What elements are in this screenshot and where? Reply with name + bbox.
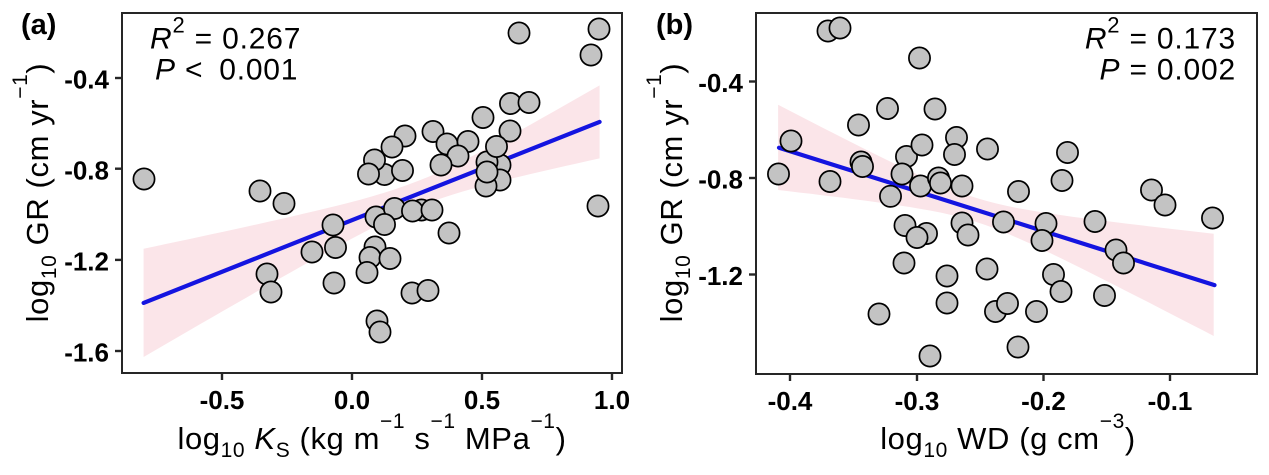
svg-text:-0.8: -0.8	[698, 165, 743, 195]
svg-text:(a): (a)	[21, 9, 56, 41]
svg-text:-0.2: -0.2	[1021, 386, 1066, 416]
svg-text:0.5: 0.5	[464, 385, 500, 415]
svg-text:0.0: 0.0	[334, 385, 370, 415]
svg-text:-1.2: -1.2	[698, 261, 743, 291]
svg-text:-0.4: -0.4	[698, 68, 743, 98]
svg-text:(b): (b)	[656, 9, 693, 41]
svg-text:-1.6: -1.6	[64, 338, 109, 368]
svg-text:-1.2: -1.2	[64, 247, 109, 277]
svg-text:P = 0.002: P = 0.002	[1100, 54, 1236, 87]
svg-text:P < 0.001: P < 0.001	[155, 54, 298, 87]
svg-text:-0.1: -0.1	[1148, 386, 1193, 416]
svg-text:R2 = 0.173: R2 = 0.173	[1085, 13, 1236, 56]
svg-text:-0.4: -0.4	[64, 65, 109, 95]
svg-text:-0.8: -0.8	[64, 155, 109, 185]
svg-text:-0.4: -0.4	[768, 386, 813, 416]
svg-text:R2 = 0.267: R2 = 0.267	[150, 13, 301, 56]
svg-text:-0.5: -0.5	[200, 385, 245, 415]
svg-text:1.0: 1.0	[594, 385, 630, 415]
svg-text:-0.3: -0.3	[895, 386, 940, 416]
